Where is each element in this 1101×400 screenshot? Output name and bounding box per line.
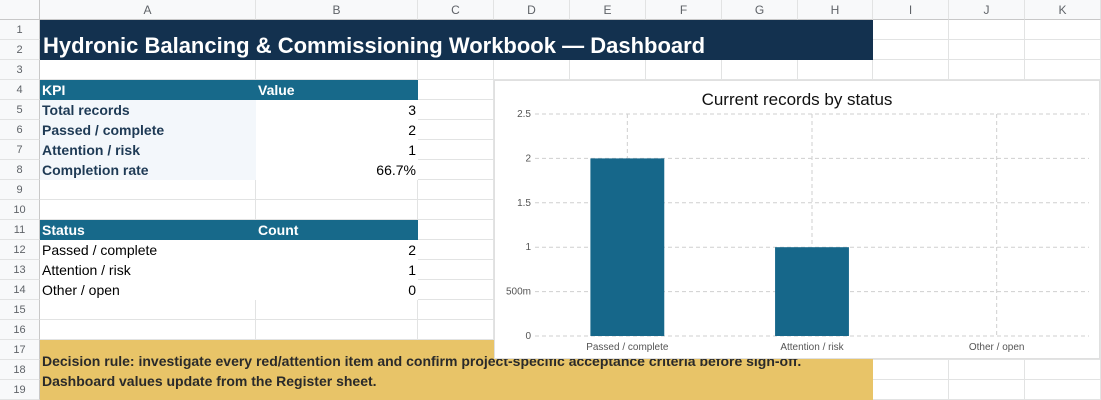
row-header-10[interactable]: 10	[0, 200, 40, 220]
x-tick-label: Passed / complete	[586, 342, 669, 353]
row-header-6[interactable]: 6	[0, 120, 40, 140]
column-header-g[interactable]: G	[722, 0, 798, 20]
x-tick-label: Other / open	[969, 342, 1025, 353]
status-header-value[interactable]: Count	[256, 220, 418, 240]
row-header-13[interactable]: 13	[0, 260, 40, 280]
bar-0[interactable]	[590, 158, 665, 336]
status-label[interactable]: Other / open	[40, 280, 256, 300]
kpi-label[interactable]: Completion rate	[40, 160, 256, 180]
y-tick-label: 2	[525, 153, 531, 164]
bar-1[interactable]	[775, 247, 849, 336]
kpi-value[interactable]: 3	[256, 100, 418, 120]
column-header-c[interactable]: C	[418, 0, 494, 20]
kpi-value[interactable]: 2	[256, 120, 418, 140]
row-header-11[interactable]: 11	[0, 220, 40, 240]
kpi-header-value[interactable]: Value	[256, 80, 418, 100]
y-tick-label: 2.5	[517, 109, 531, 120]
column-header-i[interactable]: I	[873, 0, 949, 20]
column-header-d[interactable]: D	[494, 0, 570, 20]
row-header-3[interactable]: 3	[0, 60, 40, 80]
kpi-label[interactable]: Passed / complete	[40, 120, 256, 140]
column-header-b[interactable]: B	[256, 0, 418, 20]
row-header-15[interactable]: 15	[0, 300, 40, 320]
row-header-12[interactable]: 12	[0, 240, 40, 260]
status-label[interactable]: Passed / complete	[40, 240, 256, 260]
kpi-header-label[interactable]: KPI	[40, 80, 256, 100]
select-all-corner[interactable]	[0, 0, 40, 20]
decision-note-line2: Dashboard values update from the Registe…	[42, 373, 377, 389]
row-header-7[interactable]: 7	[0, 140, 40, 160]
kpi-value[interactable]: 1	[256, 140, 418, 160]
column-header-k[interactable]: K	[1025, 0, 1101, 20]
grid-line	[255, 20, 256, 400]
row-header-4[interactable]: 4	[0, 80, 40, 100]
chart-svg: Current records by status 0500m11.522.5 …	[506, 90, 1089, 353]
column-header-f[interactable]: F	[646, 0, 722, 20]
column-header-e[interactable]: E	[570, 0, 646, 20]
page-title: Hydronic Balancing & Commissioning Workb…	[43, 33, 706, 58]
status-header-label[interactable]: Status	[40, 220, 256, 240]
grid-line	[40, 79, 1101, 80]
row-header-5[interactable]: 5	[0, 100, 40, 120]
x-tick-label: Attention / risk	[780, 342, 844, 353]
row-header-18[interactable]: 18	[0, 360, 40, 380]
row-header-14[interactable]: 14	[0, 280, 40, 300]
row-header-19[interactable]: 19	[0, 380, 40, 400]
y-tick-label: 1.5	[517, 198, 531, 209]
status-label[interactable]: Attention / risk	[40, 260, 256, 280]
title-banner	[40, 20, 873, 60]
y-tick-label: 0	[525, 331, 531, 342]
status-count[interactable]: 0	[256, 280, 418, 300]
kpi-label[interactable]: Total records	[40, 100, 256, 120]
row-header-16[interactable]: 16	[0, 320, 40, 340]
grid-line	[417, 20, 418, 400]
status-count[interactable]: 2	[256, 240, 418, 260]
kpi-label[interactable]: Attention / risk	[40, 140, 256, 160]
y-tick-label: 1	[525, 242, 531, 253]
row-header-8[interactable]: 8	[0, 160, 40, 180]
kpi-value[interactable]: 66.7%	[256, 160, 418, 180]
row-header-9[interactable]: 9	[0, 180, 40, 200]
column-header-h[interactable]: H	[798, 0, 873, 20]
y-tick-label: 500m	[506, 287, 531, 298]
status-count[interactable]: 1	[256, 260, 418, 280]
chart-title: Current records by status	[702, 90, 893, 109]
row-header-17[interactable]: 17	[0, 340, 40, 360]
column-header-j[interactable]: J	[949, 0, 1025, 20]
row-header-1[interactable]: 1	[0, 20, 40, 40]
row-header-2[interactable]: 2	[0, 40, 40, 60]
status-bar-chart[interactable]: Current records by status 0 500m 1 1.5 2 2.5 …	[494, 80, 1100, 359]
grid-line	[493, 20, 494, 400]
column-header-a[interactable]: A	[40, 0, 256, 20]
